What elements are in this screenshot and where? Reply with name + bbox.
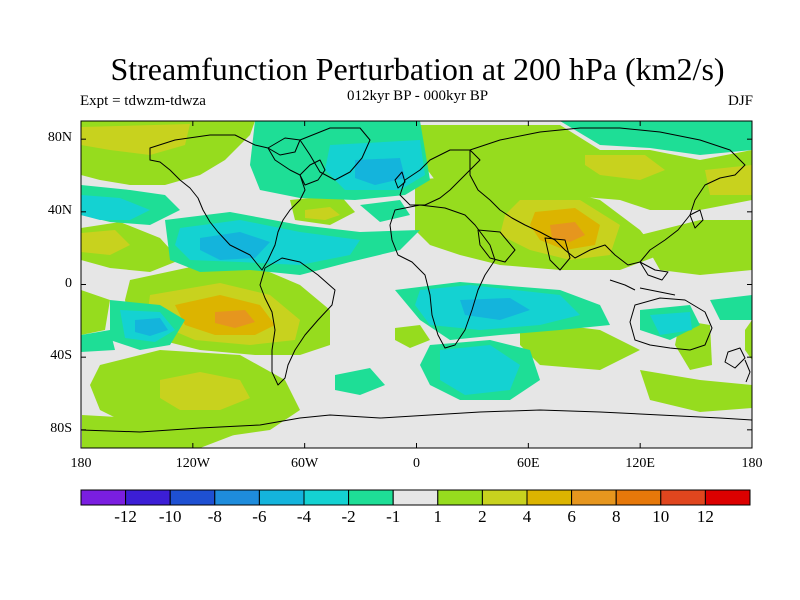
y-tick-label: 0 — [65, 275, 72, 291]
experiment-label: Expt = tdwzm-tdwza — [80, 93, 206, 109]
y-tick-label: 80N — [47, 130, 72, 146]
x-tick-label: 60W — [291, 456, 319, 471]
colorbar-label: -8 — [207, 507, 222, 526]
y-tick-label: 40N — [47, 202, 72, 218]
page-title: Streamfunction Perturbation at 200 hPa (… — [110, 51, 725, 87]
colorbar — [80, 489, 751, 506]
colorbar-label: -2 — [341, 507, 356, 526]
x-tick-label: 180 — [70, 456, 92, 471]
colorbar-swatch — [660, 489, 706, 506]
colorbar-swatch — [80, 489, 127, 506]
colorbar-label: -1 — [386, 507, 401, 526]
streamfunction-field — [81, 121, 752, 448]
colorbar-label: -12 — [114, 507, 137, 526]
x-tick-label: 120E — [625, 456, 655, 471]
colorbar-swatch — [214, 489, 260, 506]
colorbar-label: -6 — [252, 507, 267, 526]
colorbar-label: 12 — [696, 507, 714, 526]
colorbar-label: 2 — [478, 507, 487, 526]
negative-anomaly-4 — [135, 158, 530, 336]
colorbar-label: -4 — [296, 507, 312, 526]
colorbar-label: 1 — [433, 507, 443, 526]
season-label: DJF — [727, 93, 753, 109]
x-tick-label: 120W — [175, 456, 210, 471]
plot-subtitle: 012kyr BP - 000kyr BP — [346, 88, 489, 104]
colorbar-label: 8 — [611, 507, 621, 526]
colorbar-swatch — [125, 489, 171, 506]
coastlines — [81, 127, 752, 433]
colorbar-swatch — [437, 489, 483, 506]
colorbar-label: 10 — [652, 507, 670, 526]
colorbar-swatch — [615, 489, 662, 506]
colorbar-swatch — [571, 489, 617, 506]
y-tick-label: 40S — [50, 348, 72, 364]
colorbar-swatch — [303, 489, 350, 506]
colorbar-swatch — [258, 489, 305, 506]
colorbar-swatch — [348, 489, 394, 506]
colorbar-label: -10 — [158, 507, 182, 526]
x-tick-label: 0 — [413, 456, 420, 471]
colorbar-label: 6 — [567, 507, 576, 526]
axis-ticks — [80, 121, 753, 448]
x-tick-label: 60E — [517, 456, 540, 471]
colorbar-swatch — [526, 489, 573, 506]
colorbar-swatch — [392, 489, 439, 506]
colorbar-swatch — [481, 489, 528, 506]
positive-anomaly-8 — [215, 222, 585, 328]
x-tick-label: 180 — [741, 456, 763, 471]
colorbar-label: 4 — [522, 507, 532, 526]
colorbar-swatch — [704, 489, 751, 506]
colorbar-swatch — [169, 489, 216, 506]
y-tick-label: 80S — [50, 420, 72, 436]
